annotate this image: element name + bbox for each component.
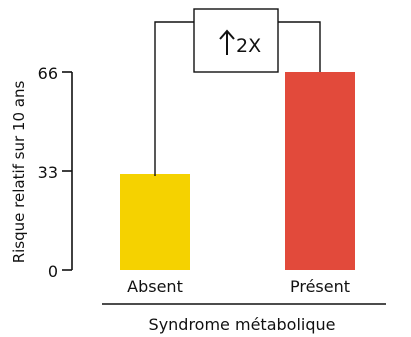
x-axis-title: Syndrome métabolique bbox=[149, 315, 336, 334]
annotation-box bbox=[193, 8, 279, 73]
y-axis-title: Risque relatif sur 10 ans bbox=[10, 81, 28, 264]
y-tick-label-0: 0 bbox=[48, 262, 58, 281]
up-arrow-icon bbox=[219, 29, 235, 55]
comparison-bracket bbox=[154, 21, 194, 176]
annotation-label: 2X bbox=[236, 35, 261, 57]
category-label-absent: Absent bbox=[127, 277, 183, 296]
y-tick-label-66: 66 bbox=[38, 64, 58, 83]
bar-present bbox=[285, 72, 355, 270]
bar-absent bbox=[120, 174, 190, 270]
category-label-present: Présent bbox=[290, 277, 350, 296]
y-tick-label-33: 33 bbox=[38, 163, 58, 182]
comparison-bracket-right bbox=[278, 21, 321, 72]
